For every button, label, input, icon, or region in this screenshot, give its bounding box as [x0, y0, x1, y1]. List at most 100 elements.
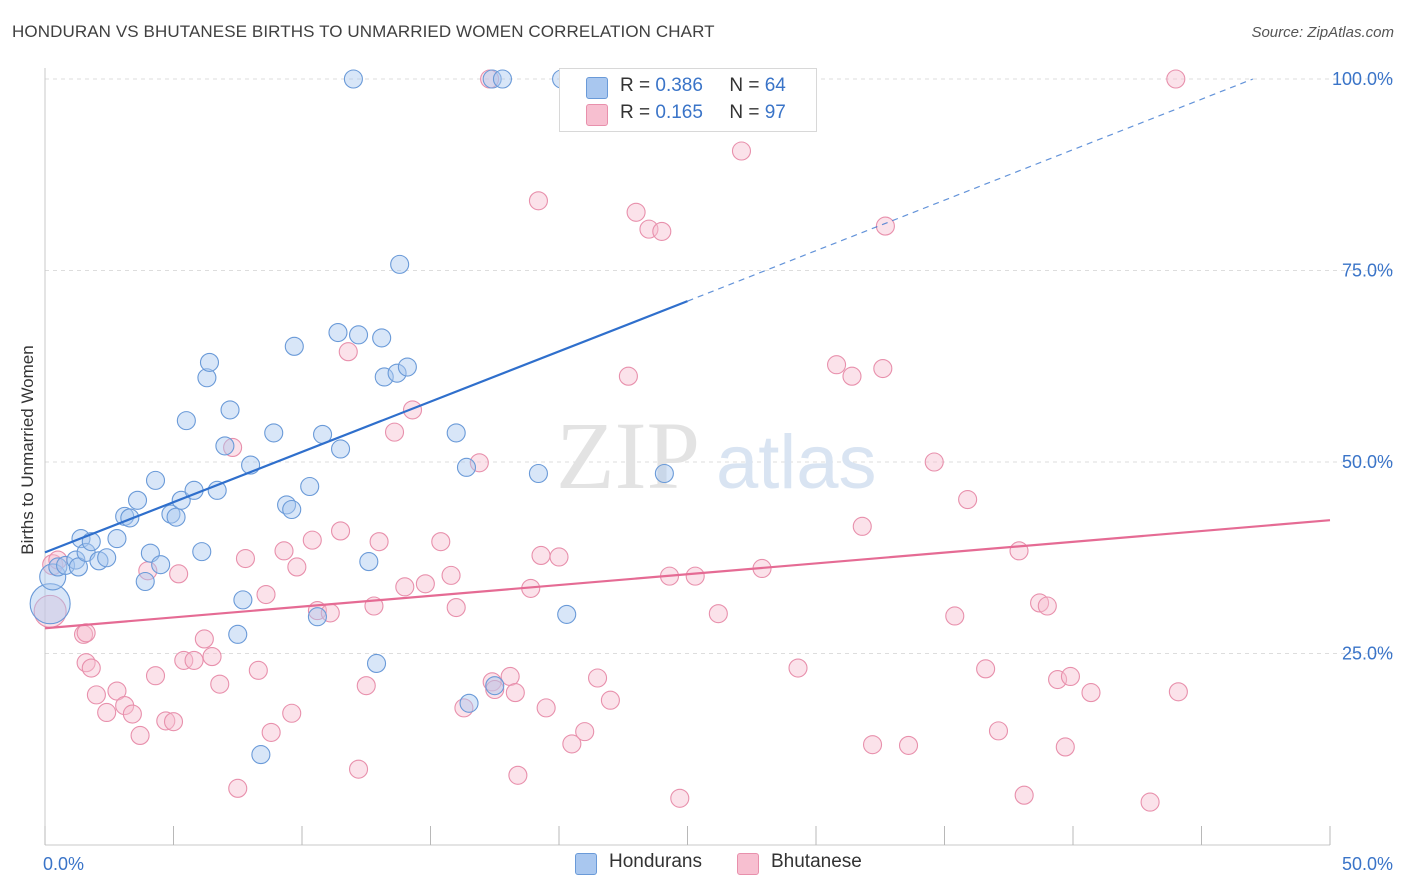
- honduran-point: [89, 551, 109, 571]
- n-value-bhutanese: 97: [764, 102, 786, 123]
- bhutanese-point: [685, 566, 705, 586]
- chart-title: HONDURAN VS BHUTANESE BIRTHS TO UNMARRIE…: [12, 22, 715, 41]
- honduran-point: [166, 507, 186, 527]
- bhutanese-point: [228, 778, 248, 798]
- honduran-point: [528, 463, 548, 484]
- honduran-point: [176, 411, 196, 431]
- bhutanese-point: [852, 516, 872, 536]
- honduran-point: [220, 400, 240, 420]
- n-label: N =: [729, 75, 760, 96]
- bhutanese-point: [536, 698, 556, 718]
- bhutanese-point: [862, 735, 883, 755]
- watermark: ZIP atlas: [556, 402, 877, 509]
- honduran-point: [366, 653, 387, 674]
- honduran-point: [107, 529, 127, 549]
- bhutanese-point: [184, 650, 204, 670]
- bhutanese-point: [731, 141, 752, 161]
- bhutanese-point: [202, 647, 222, 667]
- hondurans-swatch: [575, 853, 597, 875]
- bhutanese-trend-line: [44, 519, 1331, 630]
- bhutanese-point: [338, 342, 358, 362]
- honduran-point: [654, 463, 674, 484]
- bhutanese-point: [415, 574, 435, 594]
- honduran-point: [300, 476, 320, 497]
- n-label: N =: [729, 102, 760, 123]
- bhutanese-point: [575, 722, 595, 742]
- y-tick-label: 25.0%: [1342, 644, 1393, 664]
- bhutanese-point: [505, 683, 525, 703]
- bhutanese-point: [1014, 785, 1034, 805]
- honduran-point: [228, 624, 248, 644]
- y-tick-label: 100.0%: [1332, 69, 1393, 89]
- honduran-point: [29, 583, 71, 625]
- series-hondurans: [29, 69, 674, 765]
- y-axis-title: Births to Unmarried Women: [18, 345, 37, 555]
- bhutanese-point: [402, 400, 423, 420]
- honduran-point: [197, 368, 217, 388]
- bhutanese-point: [1140, 792, 1160, 812]
- source-label: Source: ZipAtlas.com: [1251, 24, 1394, 41]
- honduran-point: [446, 423, 466, 443]
- bhutanese-point: [248, 660, 268, 680]
- bhutanese-point: [256, 584, 276, 605]
- y-tick-label: 75.0%: [1342, 261, 1393, 281]
- bhutanese-point: [988, 721, 1009, 741]
- honduran-point: [330, 439, 351, 459]
- bhutanese-point: [873, 358, 893, 379]
- honduran-point: [135, 571, 155, 592]
- honduran-point: [264, 423, 284, 443]
- legend-label-hondurans: Hondurans: [609, 851, 702, 872]
- hondurans-trend-extension: [687, 78, 1254, 302]
- bhutanese-point: [1168, 682, 1188, 702]
- honduran-point: [284, 336, 304, 356]
- bhutanese-point: [446, 597, 466, 618]
- honduran-point: [97, 548, 117, 568]
- honduran-point: [127, 490, 148, 510]
- trend-lines: [44, 78, 1331, 630]
- bhutanese-point: [587, 668, 608, 688]
- bhutanese-point: [528, 191, 548, 211]
- bhutanese-point: [708, 604, 728, 624]
- bhutanese-swatch: [586, 104, 608, 126]
- bhutanese-point: [274, 541, 294, 561]
- honduran-point: [485, 676, 505, 696]
- honduran-point: [161, 504, 181, 524]
- bhutanese-point: [508, 765, 528, 785]
- bhutanese-point: [1037, 596, 1057, 616]
- r-label: R =: [620, 102, 651, 123]
- honduran-point: [233, 590, 253, 610]
- bhutanese-point: [1030, 593, 1050, 613]
- r-value-hondurans: 0.386: [655, 75, 703, 96]
- honduran-point: [48, 557, 68, 577]
- bhutanese-point: [356, 676, 376, 696]
- bhutanese-point: [431, 532, 451, 552]
- bhutanese-point: [1009, 541, 1029, 561]
- bhutanese-point: [210, 674, 230, 694]
- axes: [44, 68, 1331, 846]
- honduran-point: [557, 604, 577, 624]
- hondurans-trend-line: [44, 300, 688, 554]
- bhutanese-point: [1166, 69, 1186, 89]
- honduran-point: [215, 436, 235, 456]
- x-tick-label: 50.0%: [1342, 854, 1393, 874]
- bhutanese-point: [194, 629, 214, 649]
- bhutanese-point: [958, 489, 978, 510]
- honduran-point: [374, 367, 394, 387]
- bhutanese-swatch: [737, 853, 759, 875]
- bhutanese-point: [898, 735, 919, 755]
- honduran-point: [120, 508, 140, 528]
- stats-legend: R = 0.386 N = 64 R = 0.165 N = 97: [559, 68, 817, 132]
- bhutanese-point: [875, 216, 895, 236]
- bhutanese-point: [76, 623, 96, 643]
- honduran-point: [397, 357, 417, 377]
- bhutanese-point: [163, 712, 184, 732]
- honduran-point: [482, 69, 502, 89]
- bhutanese-point: [549, 547, 569, 567]
- bhutanese-point: [469, 453, 489, 473]
- honduran-point: [359, 552, 379, 572]
- bhutanese-point: [97, 702, 117, 723]
- n-value-hondurans: 64: [764, 75, 786, 96]
- bhutanese-point: [169, 564, 189, 584]
- bhutanese-point: [130, 725, 150, 746]
- bhutanese-point: [618, 366, 638, 386]
